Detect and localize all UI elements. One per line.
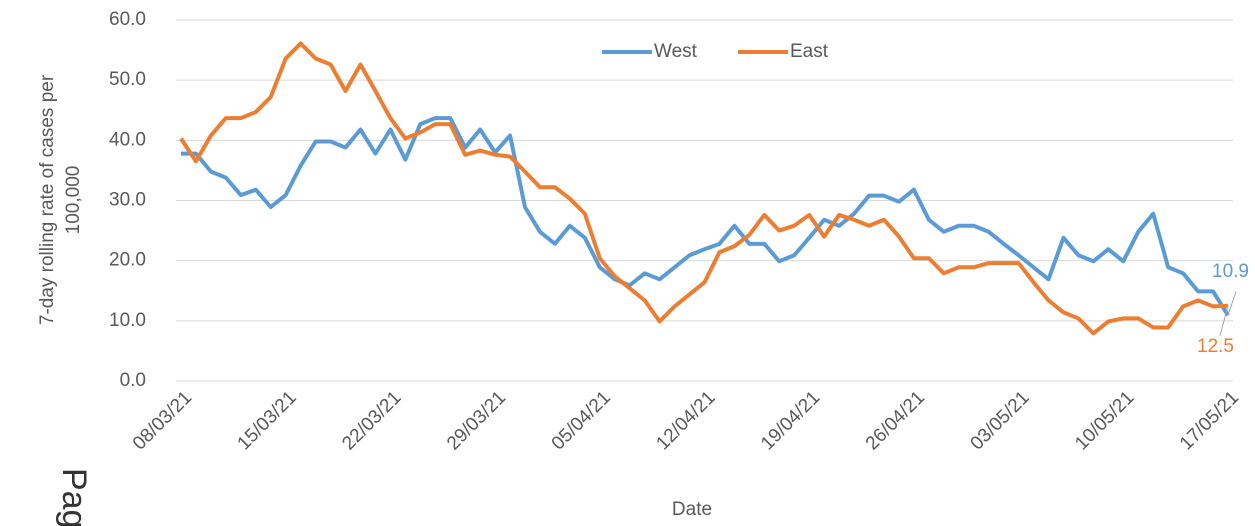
y-tick-label: 30.0 [109,190,146,211]
y-axis-label: 7-day rolling rate of cases per 100,000 [37,74,84,325]
y-tick-label: 40.0 [109,129,146,150]
x-tick-label: 03/05/21 [967,387,1034,454]
y-axis-label-line: 7-day rolling rate of cases per [37,74,58,325]
data-label: 10.9 [1212,261,1249,282]
x-axis-label: Date [672,499,712,520]
x-tick-label: 29/03/21 [443,387,510,454]
series-line [179,41,1229,336]
series-line [181,116,1230,317]
x-tick-label: 19/04/21 [757,387,824,454]
x-tick-label: 05/04/21 [548,387,615,454]
y-tick-label: 60.0 [109,9,146,30]
y-tick-label: 50.0 [109,69,146,90]
label-leader [1219,305,1229,336]
x-tick-label: 15/03/21 [234,387,301,454]
legend-label: West [654,41,698,62]
x-tick-label: 22/03/21 [338,387,405,454]
data-label: 12.5 [1197,336,1234,357]
label-leader [1227,291,1237,316]
x-tick-label: 17/05/21 [1176,387,1243,454]
y-axis-label-line: 100,000 [63,166,84,235]
x-tick-label: 12/04/21 [652,387,719,454]
page-fragment: Pag [55,468,93,526]
y-tick-label: 10.0 [109,310,146,331]
x-tick-label: 26/04/21 [862,387,929,454]
y-tick-label: 20.0 [109,250,146,271]
y-tick-label: 0.0 [120,370,146,391]
x-tick-label: 10/05/21 [1071,387,1138,454]
x-tick-label: 08/03/21 [129,387,196,454]
legend-label: East [790,41,829,62]
